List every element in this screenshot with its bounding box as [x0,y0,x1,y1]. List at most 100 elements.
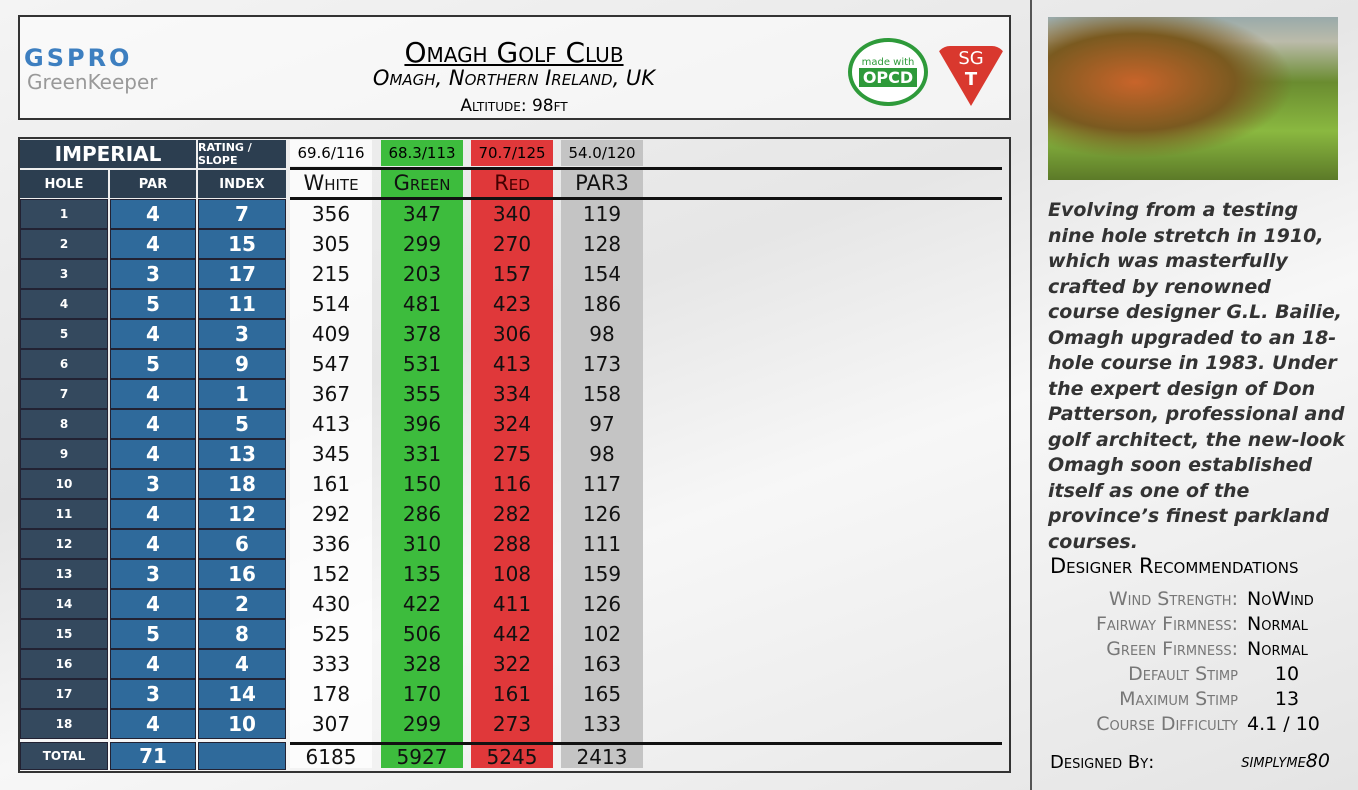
yardage: 413 [311,412,351,436]
yardage: 133 [582,712,622,736]
hole-number: 11 [20,499,108,529]
yardage: 292 [311,502,351,526]
total-par: 71 [110,742,196,770]
cell: 4 [198,649,286,679]
cell: 6 [198,529,286,559]
cell: 13 [198,439,286,469]
yardage: 173 [582,352,622,376]
yardage: 305 [311,232,351,256]
rec-label: Default Stimp [1128,663,1238,685]
total-yardage: 5245 [486,745,538,769]
yardage: 413 [492,352,532,376]
cell: 5 [110,619,196,649]
badge-text: SG [958,48,984,69]
yardage: 273 [492,712,532,736]
rating-label: RATING / SLOPE [198,140,286,168]
yardage: 108 [492,562,532,586]
hole-number: 17 [20,679,108,709]
yardage: 345 [311,442,351,466]
cell: 5 [110,289,196,319]
hole-number: 15 [20,619,108,649]
yardage: 355 [402,382,442,406]
rec-value: Normal [1247,613,1308,635]
cell: 11 [198,289,286,319]
total-yardage: 5927 [396,745,448,769]
yardage: 422 [402,592,442,616]
tee-rating: 68.3/113 [381,140,463,166]
rec-label: Green Firmness: [1106,638,1238,660]
yardage: 340 [492,202,532,226]
hole-number: 9 [20,439,108,469]
rec-label: Fairway Firmness: [1095,613,1238,635]
yardage: 430 [311,592,351,616]
cell: 4 [110,229,196,259]
hole-number: 12 [20,529,108,559]
rec-label: Maximum Stimp [1119,688,1238,710]
cell: 5 [198,409,286,439]
yardage: 186 [582,292,622,316]
cell: 18 [198,469,286,499]
hole-number: 10 [20,469,108,499]
yardage: 158 [582,382,622,406]
hole-number: 16 [20,649,108,679]
yardage: 98 [589,322,615,346]
yardage: 547 [311,352,351,376]
cell: 7 [198,199,286,229]
tee-rating: 54.0/120 [561,140,643,166]
rec-value: NoWind [1247,588,1314,610]
yardage: 336 [311,532,351,556]
rule-line [290,167,1002,170]
yardage: 128 [582,232,622,256]
yardage: 310 [402,532,442,556]
cell: 15 [198,229,286,259]
yardage: 299 [402,712,442,736]
cell: 3 [110,559,196,589]
yardage: 514 [311,292,351,316]
yardage: 159 [582,562,622,586]
yardage: 282 [492,502,532,526]
hole-number: 14 [20,589,108,619]
subtitle: Omagh, Northern Ireland, UK [372,66,656,90]
yardage: 111 [582,532,622,556]
yardage: 163 [582,652,622,676]
cell: 3 [110,259,196,289]
yardage: 306 [492,322,532,346]
cell: 16 [198,559,286,589]
cell: 12 [198,499,286,529]
cell: 4 [110,589,196,619]
total-label: TOTAL [20,742,108,770]
course-photo [1048,17,1338,180]
yardage: 331 [402,442,442,466]
yardage: 119 [582,202,622,226]
yardage: 102 [582,622,622,646]
cell: 10 [198,709,286,739]
tee-rating: 70.7/125 [471,140,553,166]
cell: 14 [198,679,286,709]
tee-name: Red [494,171,530,195]
hole-number: 1 [20,199,108,229]
rec-label: Wind Strength: [1108,588,1238,610]
yardage: 333 [311,652,351,676]
column-header: HOLE [20,170,108,198]
tee-column [290,167,372,768]
total-yardage: 6185 [305,745,357,769]
cell: 4 [110,199,196,229]
tee-rating: 69.6/116 [290,140,372,166]
hole-number: 2 [20,229,108,259]
system-label: IMPERIAL [20,140,196,168]
yardage: 531 [402,352,442,376]
cell: 4 [110,379,196,409]
yardage: 126 [582,592,622,616]
hole-number: 13 [20,559,108,589]
cell: 9 [198,349,286,379]
badge-text: OPCD [858,68,918,87]
yardage: 161 [311,472,351,496]
yardage: 178 [311,682,351,706]
yardage: 481 [402,292,442,316]
hole-number: 5 [20,319,108,349]
total-blank [198,742,286,770]
yardage: 442 [492,622,532,646]
cell: 4 [110,709,196,739]
yardage: 324 [492,412,532,436]
yardage: 117 [582,472,622,496]
